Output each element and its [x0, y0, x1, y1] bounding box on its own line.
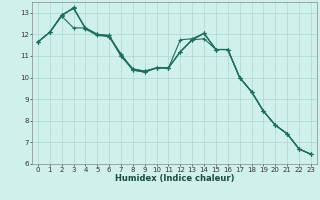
X-axis label: Humidex (Indice chaleur): Humidex (Indice chaleur) — [115, 174, 234, 183]
